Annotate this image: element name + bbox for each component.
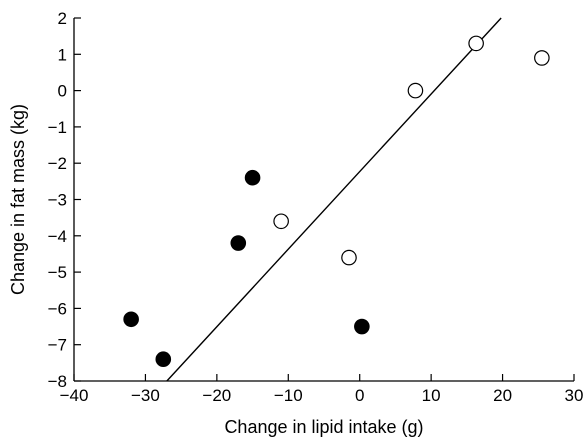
y-axis-label: Change in fat mass (kg) (8, 104, 28, 295)
x-ticks: −40 −30 −20 −10 0 10 20 30 (60, 374, 584, 405)
open-point (407, 82, 424, 99)
x-tick-label: −30 (131, 386, 160, 405)
axes (73, 18, 574, 382)
x-tick-label: 30 (565, 386, 584, 405)
open-point (273, 213, 289, 230)
x-axis-label: Change in lipid intake (g) (224, 417, 423, 437)
open-point (341, 249, 357, 266)
x-tick-label: −20 (202, 386, 231, 405)
y-tick-label: 0 (58, 82, 67, 101)
y-tick-label: −8 (48, 372, 67, 391)
data-points (123, 35, 550, 368)
y-tick-label: −6 (48, 299, 67, 318)
filled-point (230, 235, 247, 251)
y-ticks: −8 −7 −6 −5 −4 −3 −2 −1 0 1 2 (48, 9, 81, 391)
y-tick-label: −2 (48, 154, 67, 173)
open-point (534, 50, 550, 66)
filled-point (244, 169, 261, 186)
y-tick-label: 2 (58, 9, 67, 28)
x-tick-label: −40 (60, 386, 89, 405)
regression-line (166, 17, 502, 382)
filled-point (155, 351, 172, 368)
open-point (468, 35, 484, 52)
y-tick-label: 1 (58, 45, 67, 64)
y-tick-label: −5 (48, 263, 67, 282)
filled-point (354, 318, 370, 335)
y-tick-label: −3 (48, 191, 67, 210)
x-tick-label: −10 (274, 386, 303, 405)
filled-point (123, 311, 139, 328)
x-tick-label: 10 (422, 386, 441, 405)
y-tick-label: −1 (48, 118, 67, 137)
y-tick-label: −7 (48, 336, 67, 355)
x-tick-label: 0 (355, 386, 364, 405)
x-tick-label: 20 (493, 386, 512, 405)
y-tick-label: −4 (48, 227, 67, 246)
